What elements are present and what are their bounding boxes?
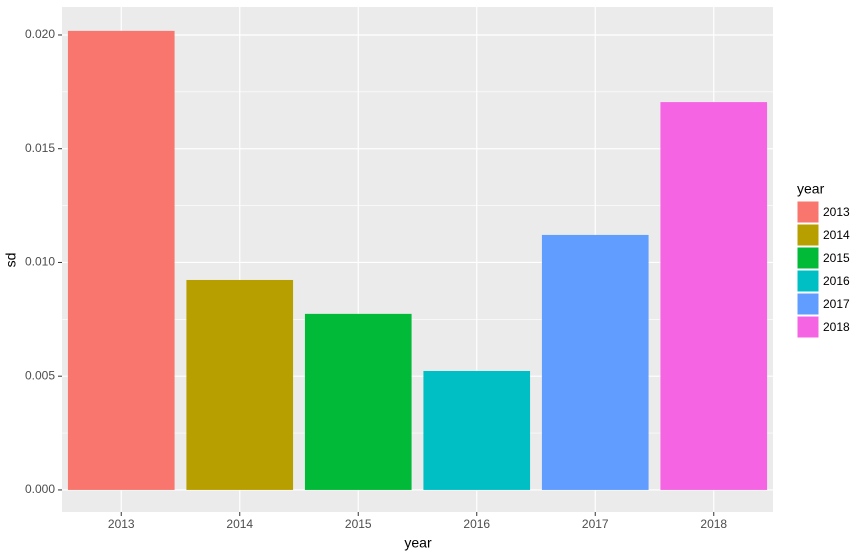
x-tick-label: 2015	[345, 517, 372, 531]
legend-label: 2016	[823, 274, 850, 288]
legend-key	[796, 200, 820, 224]
bar	[186, 279, 294, 490]
x-tick-label: 2018	[700, 517, 727, 531]
x-axis-label: year	[404, 535, 432, 551]
y-tick-label: 0.005	[25, 368, 55, 382]
legend-key	[796, 246, 820, 270]
x-tick-label: 2017	[582, 517, 609, 531]
legend-key	[796, 292, 820, 316]
y-tick-label: 0.015	[25, 141, 55, 155]
x-tick-label: 2016	[463, 517, 490, 531]
bar	[304, 313, 412, 490]
legend-key	[796, 269, 820, 293]
legend-label: 2015	[823, 251, 850, 265]
y-tick-label: 0.020	[25, 27, 55, 41]
y-axis-label: sd	[3, 253, 19, 268]
x-tick-label: 2014	[226, 517, 253, 531]
y-tick-label: 0.000	[25, 482, 55, 496]
legend-label: 2013	[823, 205, 850, 219]
bar	[423, 370, 531, 490]
bar	[67, 30, 175, 490]
legend-label: 2014	[823, 228, 850, 242]
y-tick-label: 0.010	[25, 255, 55, 269]
legend-key	[796, 315, 820, 339]
legend-label: 2018	[823, 320, 850, 334]
legend-key	[796, 223, 820, 247]
x-tick-label: 2013	[108, 517, 135, 531]
bar	[660, 102, 768, 490]
legend-label: 2017	[823, 297, 850, 311]
panel	[62, 7, 773, 512]
bar	[541, 234, 649, 490]
legend-title: year	[797, 181, 825, 197]
